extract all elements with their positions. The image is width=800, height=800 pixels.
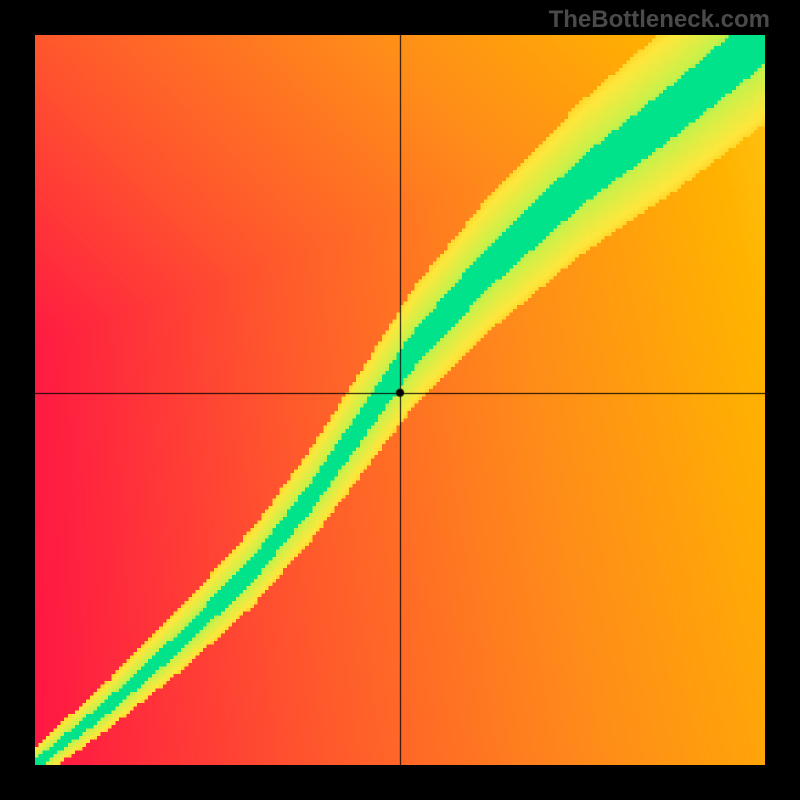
watermark-text: TheBottleneck.com xyxy=(549,6,770,34)
crosshair-overlay xyxy=(35,35,765,765)
